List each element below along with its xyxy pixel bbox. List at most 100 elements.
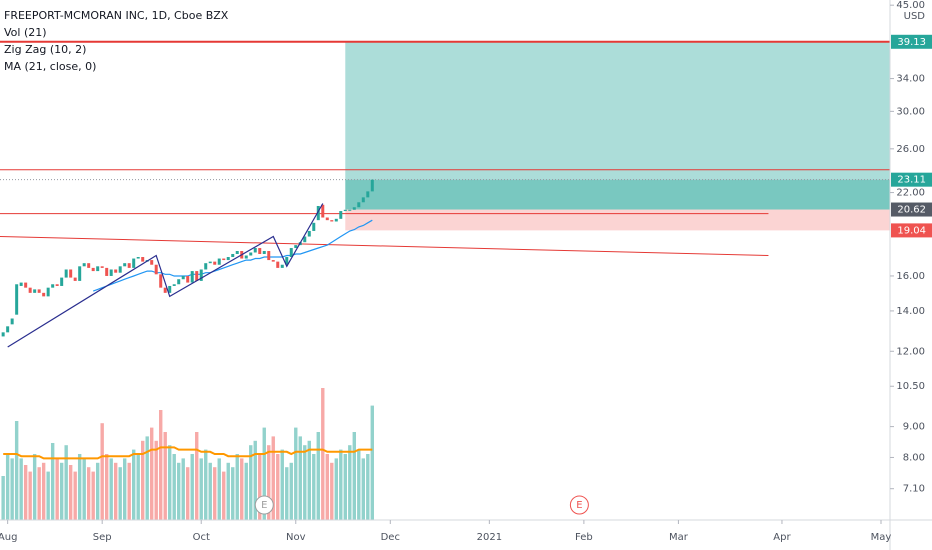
volume-bar [100, 423, 104, 520]
x-tick-label: Oct [193, 532, 210, 543]
candle [55, 284, 59, 286]
candle [235, 250, 239, 254]
x-tick-label: 2021 [477, 532, 502, 543]
earnings-label: E [261, 500, 267, 511]
candle [96, 266, 100, 272]
volume-bar [235, 454, 239, 520]
candle [60, 277, 64, 286]
volume-bar [77, 454, 82, 520]
candle [37, 289, 41, 293]
candle [69, 269, 73, 278]
volume-bar [19, 458, 23, 520]
volume-bar [280, 449, 284, 520]
candle [249, 252, 253, 256]
volume-bar [240, 458, 244, 520]
candle [352, 207, 356, 210]
indicator-label: MA (21, close, 0) [4, 60, 96, 73]
candle [51, 284, 55, 288]
candle [370, 179, 374, 192]
volume-bar [118, 467, 122, 520]
volume-bar [267, 445, 271, 520]
volume-bar [366, 454, 370, 520]
volume-bar [348, 445, 352, 520]
volume-bar [5, 454, 10, 520]
candle [109, 269, 113, 276]
candle [195, 271, 199, 281]
volume-bar [190, 454, 194, 520]
volume-bar [136, 454, 140, 520]
volume-bar [181, 458, 185, 520]
candle [168, 285, 172, 293]
volume-bar [37, 467, 41, 520]
candle [231, 253, 235, 258]
candle [186, 275, 190, 283]
volume-bar [352, 432, 356, 520]
candle [163, 287, 167, 293]
x-tick-label: Aug [0, 532, 17, 543]
candle [316, 205, 320, 221]
price-tag [891, 172, 932, 187]
volume-bar [312, 454, 316, 520]
volume-bar [334, 458, 338, 520]
candle [154, 264, 158, 275]
volume-bar [262, 427, 266, 520]
volume-bar [222, 471, 226, 520]
candle [330, 220, 334, 222]
candle [132, 258, 136, 268]
y-tick-label: 34.00 [896, 74, 925, 85]
candle [123, 263, 127, 267]
price-tag-label: 19.04 [897, 225, 926, 236]
y-tick-label: 9.00 [903, 422, 925, 433]
candle [357, 202, 361, 208]
candle [15, 284, 19, 315]
indicator-label: Zig Zag (10, 2) [4, 43, 86, 56]
volume-bar [294, 427, 298, 520]
volume-bar [339, 449, 343, 520]
trend-line [0, 236, 769, 256]
volume-bar [41, 462, 46, 520]
zigzag-line [7, 203, 324, 348]
volume-bar [109, 458, 113, 520]
candle [343, 209, 347, 212]
volume-bar [217, 458, 221, 520]
candle [42, 292, 46, 297]
y-tick-label: 16.00 [896, 271, 925, 282]
y-tick-label: 7.10 [903, 484, 925, 495]
volume-bar [104, 454, 109, 520]
price-tag [891, 223, 932, 238]
candle [217, 258, 221, 265]
volume-bar [50, 443, 55, 520]
volume-bar [68, 465, 73, 520]
candle [46, 287, 50, 297]
volume-bar [73, 471, 77, 520]
volume-bar [231, 467, 235, 520]
candle [244, 255, 248, 259]
volume-bar [325, 454, 329, 520]
volume-bar [23, 465, 28, 520]
candle [276, 261, 280, 268]
volume-bar [122, 458, 127, 520]
candle [334, 218, 338, 222]
currency-label: USD [904, 11, 926, 22]
x-tick-label: Mar [669, 532, 689, 543]
candle [339, 211, 343, 219]
volume-bar [159, 410, 163, 520]
candle [289, 248, 293, 258]
candle [159, 274, 163, 288]
candle [19, 282, 23, 286]
position-stop-zone [345, 209, 891, 231]
candle [91, 267, 95, 272]
candle [100, 266, 104, 268]
volume-bar [28, 471, 32, 520]
volume-bar [14, 421, 19, 520]
candle [118, 266, 122, 273]
candle [312, 222, 316, 231]
chart-title: FREEPORT-MCMORAN INC, 1D, Cboe BZX [4, 9, 229, 22]
candle [177, 279, 181, 285]
volume-bar [145, 436, 149, 520]
candle [348, 209, 352, 211]
volume-bar [186, 467, 190, 520]
volume-bar [91, 471, 95, 520]
